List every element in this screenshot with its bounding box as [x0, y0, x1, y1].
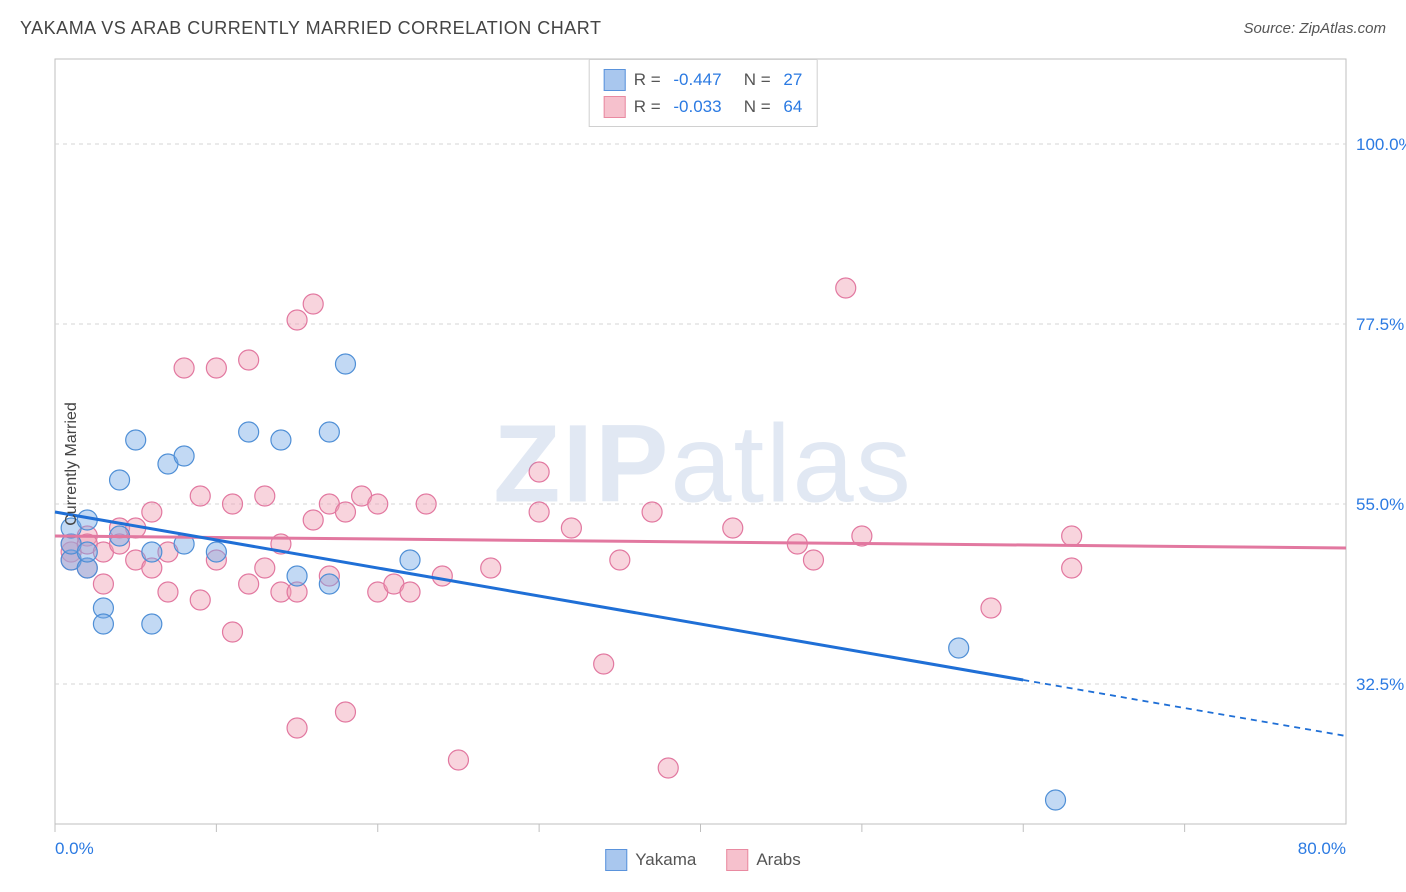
- svg-text:100.0%: 100.0%: [1356, 135, 1406, 154]
- svg-text:80.0%: 80.0%: [1298, 839, 1346, 858]
- arabs-point: [239, 350, 259, 370]
- bottom-legend: Yakama Arabs: [605, 849, 801, 871]
- arabs-point: [432, 566, 452, 586]
- arabs-point: [529, 462, 549, 482]
- arabs-point: [836, 278, 856, 298]
- yakama-point: [239, 422, 259, 442]
- bottom-legend-item: Yakama: [605, 849, 696, 871]
- legend-row: R = -0.447 N = 27: [604, 66, 803, 93]
- legend-box: R = -0.447 N = 27R = -0.033 N = 64: [589, 59, 818, 127]
- legend-row: R = -0.033 N = 64: [604, 93, 803, 120]
- arabs-point: [303, 294, 323, 314]
- arabs-point: [368, 494, 388, 514]
- arabs-point: [594, 654, 614, 674]
- arabs-point: [206, 358, 226, 378]
- arabs-point: [416, 494, 436, 514]
- arabs-point: [174, 358, 194, 378]
- yakama-point: [77, 542, 97, 562]
- arabs-point: [1062, 558, 1082, 578]
- yakama-point: [1046, 790, 1066, 810]
- arabs-point: [255, 558, 275, 578]
- svg-text:0.0%: 0.0%: [55, 839, 94, 858]
- yakama-point: [400, 550, 420, 570]
- chart-title: YAKAMA VS ARAB CURRENTLY MARRIED CORRELA…: [20, 18, 601, 39]
- arabs-point: [158, 582, 178, 602]
- arabs-point: [658, 758, 678, 778]
- yakama-point: [142, 542, 162, 562]
- legend-swatch: [605, 849, 627, 871]
- arabs-point: [335, 702, 355, 722]
- arabs-point: [190, 590, 210, 610]
- arabs-point: [223, 622, 243, 642]
- arabs-point: [400, 582, 420, 602]
- legend-r-value: -0.447: [673, 66, 721, 93]
- svg-text:77.5%: 77.5%: [1356, 315, 1404, 334]
- yakama-point: [319, 574, 339, 594]
- arabs-point: [803, 550, 823, 570]
- legend-r-value: -0.033: [673, 93, 721, 120]
- arabs-point: [303, 510, 323, 530]
- legend-n-label: N =: [730, 66, 776, 93]
- svg-text:55.0%: 55.0%: [1356, 495, 1404, 514]
- y-axis-label: Currently Married: [63, 402, 81, 526]
- bottom-legend-label: Yakama: [635, 850, 696, 870]
- yakama-point: [142, 614, 162, 634]
- arabs-point: [561, 518, 581, 538]
- arabs-point: [642, 502, 662, 522]
- legend-r-label: R =: [634, 93, 666, 120]
- arabs-point: [190, 486, 210, 506]
- arabs-point: [481, 558, 501, 578]
- arabs-point: [223, 494, 243, 514]
- scatter-chart: 32.5% 55.0% 77.5% 100.0% 0.0% 80.0%: [0, 49, 1406, 879]
- yakama-point: [319, 422, 339, 442]
- arabs-point: [1062, 526, 1082, 546]
- arabs-point: [239, 574, 259, 594]
- legend-swatch: [726, 849, 748, 871]
- legend-r-label: R =: [634, 66, 666, 93]
- bottom-legend-label: Arabs: [756, 850, 800, 870]
- yakama-trend-dash: [1023, 680, 1346, 736]
- yakama-point: [949, 638, 969, 658]
- arabs-point: [142, 502, 162, 522]
- arabs-point: [529, 502, 549, 522]
- source-label: Source: ZipAtlas.com: [1243, 20, 1386, 37]
- legend-n-value: 27: [783, 66, 802, 93]
- arabs-point: [287, 718, 307, 738]
- legend-swatch: [604, 69, 626, 91]
- arabs-point: [610, 550, 630, 570]
- arabs-point: [448, 750, 468, 770]
- arabs-point: [981, 598, 1001, 618]
- bottom-legend-item: Arabs: [726, 849, 800, 871]
- arabs-point: [93, 574, 113, 594]
- yakama-point: [174, 446, 194, 466]
- yakama-point: [271, 430, 291, 450]
- yakama-point: [93, 614, 113, 634]
- chart-area: Currently Married 32.5% 55.0% 77.5% 100.0% 0…: [0, 49, 1406, 879]
- yakama-point: [206, 542, 226, 562]
- yakama-point: [110, 470, 130, 490]
- arabs-point: [723, 518, 743, 538]
- legend-n-label: N =: [730, 93, 776, 120]
- yakama-point: [126, 430, 146, 450]
- arabs-point: [335, 502, 355, 522]
- yakama-point: [287, 566, 307, 586]
- yakama-point: [335, 354, 355, 374]
- arabs-point: [255, 486, 275, 506]
- legend-n-value: 64: [783, 93, 802, 120]
- legend-swatch: [604, 96, 626, 118]
- svg-text:32.5%: 32.5%: [1356, 675, 1404, 694]
- arabs-point: [287, 310, 307, 330]
